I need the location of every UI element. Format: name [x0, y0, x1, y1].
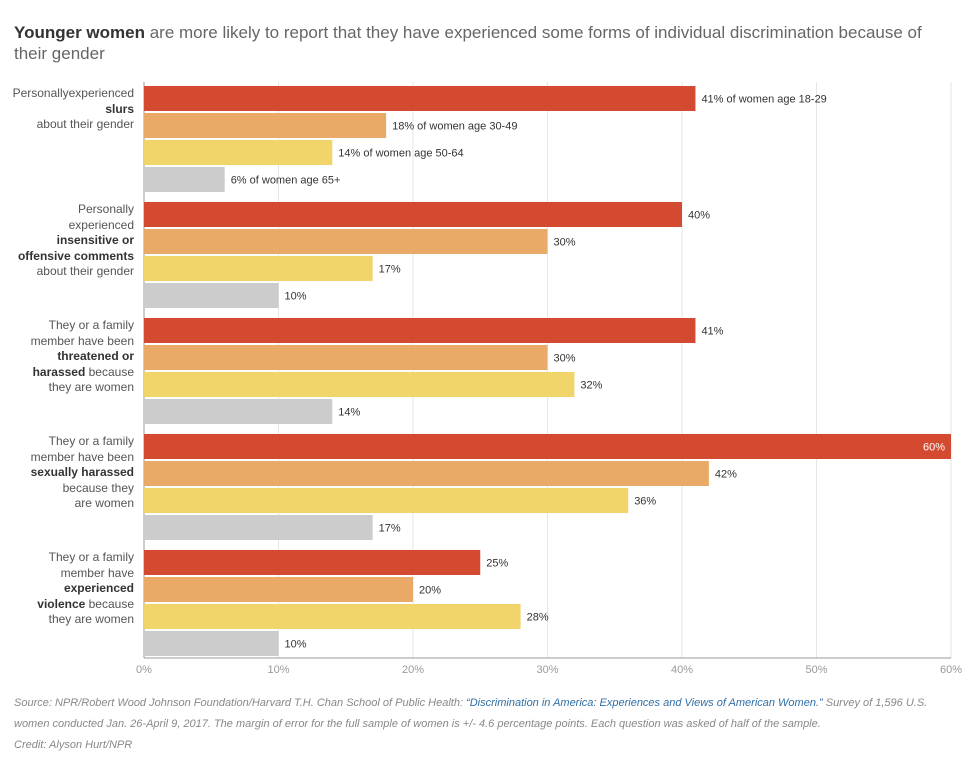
bar [144, 488, 629, 513]
x-tick-label: 30% [536, 664, 558, 676]
bar [144, 550, 481, 575]
bar [144, 515, 373, 540]
category-label-bold: slurs [105, 101, 134, 116]
source-prefix: Source: NPR/Robert Wood Johnson Foundati… [14, 697, 467, 709]
data-label: 17% [379, 264, 401, 276]
bar [144, 113, 387, 138]
chart-title-rest: are more likely to report that they have… [14, 23, 922, 63]
category-label-text: they are women [48, 612, 134, 627]
source-link[interactable]: “Discrimination in America: Experiences … [466, 697, 823, 709]
chart-title-bold: Younger women [14, 23, 145, 42]
category-label-bold: insensitive or [56, 233, 134, 248]
category-label-text: They or a family [48, 550, 134, 564]
category-label-text: because [85, 364, 134, 379]
category-label-text: they are women [48, 380, 134, 395]
category-label: Personally experienced insensitive or offen… [4, 202, 134, 280]
credit-note: Credit: Alyson Hurt/NPR [14, 739, 133, 751]
category-label-text: experienced [68, 86, 134, 100]
data-label: 6% of women age 65+ [231, 175, 341, 187]
bar [144, 399, 333, 424]
chart-footer: Source: NPR/Robert Wood Johnson Foundati… [14, 693, 954, 756]
x-tick-label: 0% [136, 664, 152, 676]
category-label-bold: offensive comments [17, 248, 134, 263]
data-label: 20% [419, 585, 441, 597]
category-label: They or a family member have experienced vi… [4, 550, 134, 628]
x-tick-label: 40% [671, 664, 693, 676]
bar-series: 41% of women age 18-29 18% of women age 3… [144, 86, 951, 656]
category-label-text: about their gender [36, 264, 134, 279]
bar [144, 434, 951, 459]
data-label: 41% [701, 326, 723, 338]
bar [144, 140, 333, 165]
data-label: 42% [715, 469, 737, 481]
bar [144, 631, 279, 656]
x-tick-label: 10% [267, 664, 289, 676]
data-label: 10% [285, 639, 307, 651]
data-label: 14% [338, 407, 360, 419]
source-note: Source: NPR/Robert Wood Johnson Foundati… [14, 693, 954, 735]
data-label: 36% [634, 496, 656, 508]
bar [144, 202, 682, 227]
data-label: 32% [580, 380, 602, 392]
category-label-bold: harassed [32, 364, 86, 379]
category-label: They or a family member have been sexually… [4, 434, 134, 512]
bar [144, 229, 548, 254]
bar [144, 577, 413, 602]
category-label-text: They or a family [48, 318, 134, 332]
category-label-text: are women [74, 496, 134, 511]
category-label-text: member have been [30, 449, 134, 464]
chart-title: Younger women are more likely to report … [14, 22, 944, 64]
data-label: 30% [554, 237, 576, 249]
data-label: 17% [379, 523, 401, 535]
bar [144, 167, 225, 192]
data-label: 10% [285, 291, 307, 303]
category-label-text: experienced [68, 217, 134, 232]
x-tick-label: 50% [805, 664, 827, 676]
data-label: 28% [527, 612, 549, 624]
category-label-bold: sexually harassed [30, 465, 134, 480]
category-label-bold: threatened or [57, 349, 134, 364]
data-label: 18% of women age 30-49 [392, 121, 517, 133]
category-label-bold: violence [37, 596, 86, 611]
category-label-text: about their gender [36, 117, 134, 132]
data-label: 40% [688, 210, 710, 222]
bar [144, 372, 575, 397]
x-axis: 0% 10% 20% 30% 40% 50% 60% [136, 657, 962, 676]
category-label-text: because [85, 596, 134, 611]
category-label-text: member have [60, 565, 134, 580]
x-tick-label: 60% [940, 664, 962, 676]
bar [144, 283, 279, 308]
category-label: They or a family member have been threaten… [4, 318, 134, 396]
bar [144, 345, 548, 370]
data-label: 14% of women age 50-64 [338, 148, 463, 160]
data-label: 30% [554, 353, 576, 365]
category-label-text: because they [62, 480, 134, 495]
bar [144, 256, 373, 281]
category-label-text: member have been [30, 333, 134, 348]
category-label-text: They or a family [48, 434, 134, 448]
bar-chart: 41% of women age 18-29 18% of women age 3… [136, 82, 962, 676]
x-tick-label: 20% [402, 664, 424, 676]
bar [144, 86, 696, 111]
data-label: 25% [486, 558, 508, 570]
data-label: 60% [923, 442, 945, 454]
category-label-text: Personally [12, 86, 69, 100]
bar [144, 461, 709, 486]
category-label: Personallyexperienced slurs about their g… [4, 86, 134, 133]
bar [144, 318, 696, 343]
bar [144, 604, 521, 629]
category-label-text: Personally [77, 202, 134, 216]
source-suffix: Survey of 1,596 U.S. women conducted Jan… [14, 697, 928, 730]
category-label-bold: experienced [63, 581, 134, 596]
data-label: 41% of women age 18-29 [701, 94, 826, 106]
